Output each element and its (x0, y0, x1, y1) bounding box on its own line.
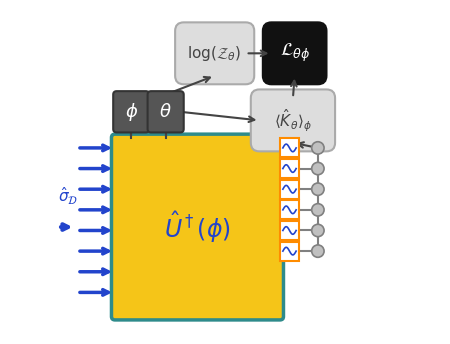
Text: $\hat{U}^\dagger(\phi)$: $\hat{U}^\dagger(\phi)$ (164, 209, 231, 245)
Circle shape (312, 142, 324, 154)
Text: $\mathcal{L}_{\theta\phi}$: $\mathcal{L}_{\theta\phi}$ (280, 42, 310, 64)
FancyBboxPatch shape (251, 89, 335, 151)
FancyBboxPatch shape (280, 221, 299, 240)
FancyBboxPatch shape (280, 159, 299, 178)
FancyBboxPatch shape (112, 134, 284, 320)
FancyBboxPatch shape (280, 139, 299, 158)
Text: $\log(\mathcal{Z}_{\theta})$: $\log(\mathcal{Z}_{\theta})$ (188, 44, 242, 63)
Circle shape (312, 162, 324, 175)
Circle shape (312, 204, 324, 216)
Text: $\hat{\sigma}_{\mathcal{D}}$: $\hat{\sigma}_{\mathcal{D}}$ (58, 185, 78, 207)
Text: $\langle \hat{K}_{\theta} \rangle_{\phi}$: $\langle \hat{K}_{\theta} \rangle_{\phi}… (274, 107, 312, 134)
Circle shape (312, 245, 324, 257)
FancyBboxPatch shape (280, 241, 299, 261)
Circle shape (312, 224, 324, 237)
FancyBboxPatch shape (148, 91, 184, 132)
Circle shape (312, 183, 324, 195)
FancyBboxPatch shape (263, 22, 327, 84)
FancyBboxPatch shape (280, 180, 299, 199)
FancyBboxPatch shape (113, 91, 149, 132)
FancyBboxPatch shape (280, 200, 299, 219)
Text: $\phi$: $\phi$ (125, 101, 138, 123)
FancyBboxPatch shape (175, 22, 254, 84)
Text: $\theta$: $\theta$ (159, 103, 172, 121)
